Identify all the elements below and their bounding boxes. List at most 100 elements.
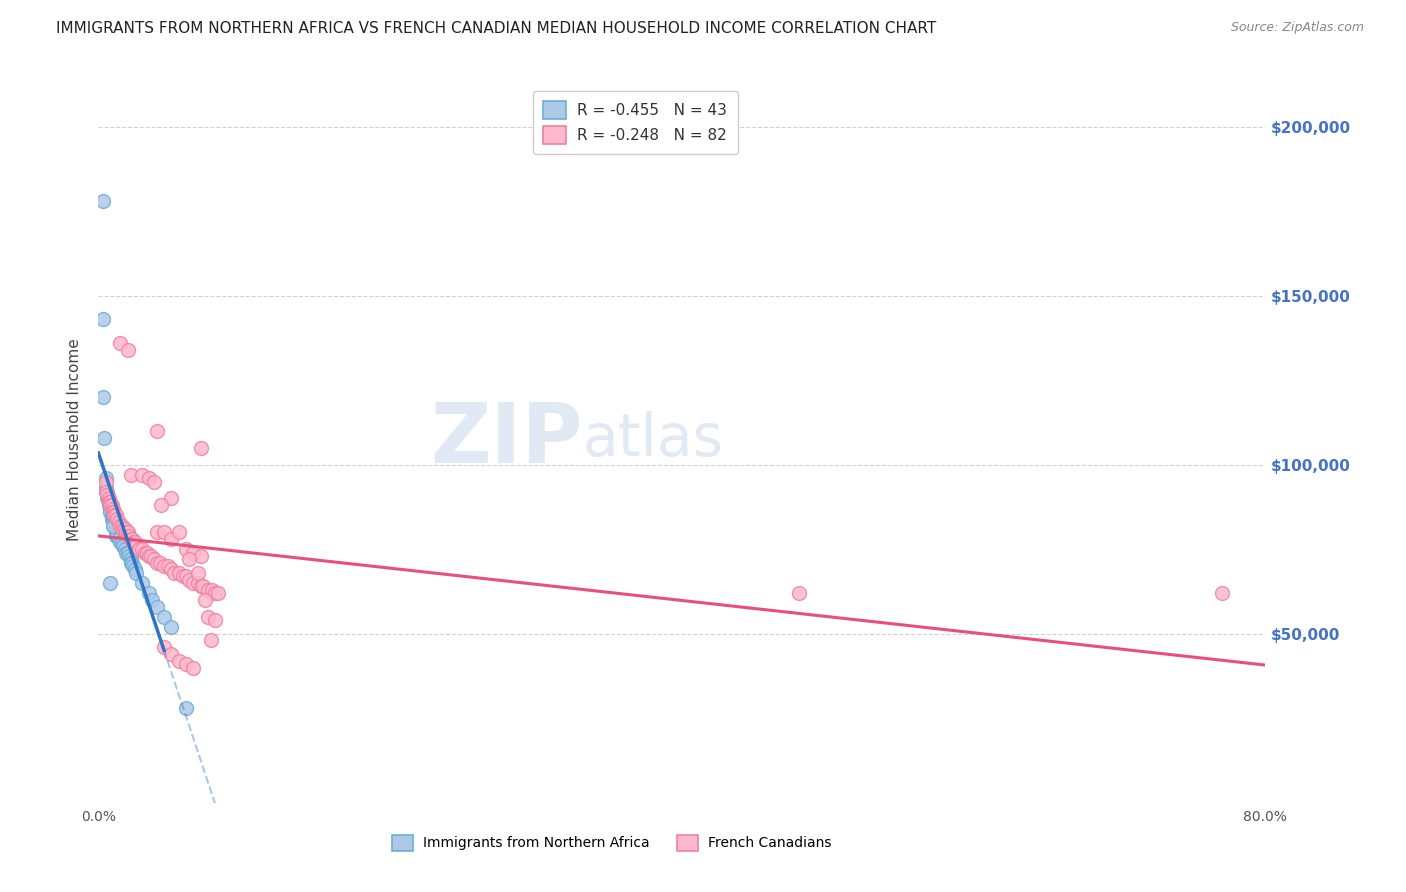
Point bbox=[122, 535, 145, 549]
Point bbox=[104, 508, 127, 523]
Point bbox=[138, 471, 160, 485]
Point bbox=[190, 549, 212, 563]
Point bbox=[94, 475, 117, 489]
Point bbox=[117, 343, 139, 357]
Point bbox=[118, 529, 141, 543]
Point bbox=[114, 522, 136, 536]
Point bbox=[200, 633, 222, 648]
Point bbox=[134, 545, 156, 559]
Point bbox=[1211, 586, 1233, 600]
Point bbox=[98, 505, 121, 519]
Point bbox=[97, 495, 120, 509]
Point bbox=[91, 390, 114, 404]
Point bbox=[104, 529, 127, 543]
Point bbox=[146, 599, 169, 614]
Point bbox=[100, 498, 122, 512]
Point bbox=[160, 532, 183, 546]
Point bbox=[110, 535, 132, 549]
Point bbox=[96, 491, 118, 506]
Point bbox=[121, 556, 143, 570]
Point bbox=[111, 518, 134, 533]
Text: ZIP: ZIP bbox=[430, 399, 582, 480]
Point bbox=[131, 467, 153, 482]
Point bbox=[163, 566, 186, 580]
Point bbox=[187, 576, 209, 591]
Point bbox=[98, 501, 121, 516]
Point bbox=[201, 582, 224, 597]
Point bbox=[174, 657, 197, 672]
Text: Source: ZipAtlas.com: Source: ZipAtlas.com bbox=[1230, 21, 1364, 34]
Point bbox=[120, 467, 142, 482]
Point bbox=[97, 491, 120, 506]
Point bbox=[98, 495, 121, 509]
Y-axis label: Median Household Income: Median Household Income bbox=[67, 338, 83, 541]
Point bbox=[93, 431, 115, 445]
Point bbox=[174, 569, 197, 583]
Point bbox=[190, 441, 212, 455]
Point bbox=[197, 582, 219, 597]
Point bbox=[103, 505, 125, 519]
Point bbox=[108, 515, 131, 529]
Point bbox=[112, 539, 135, 553]
Point bbox=[101, 518, 124, 533]
Point bbox=[101, 512, 124, 526]
Point bbox=[167, 654, 190, 668]
Point bbox=[98, 498, 121, 512]
Point bbox=[131, 576, 153, 591]
Point bbox=[110, 518, 132, 533]
Point bbox=[141, 593, 163, 607]
Point bbox=[120, 556, 142, 570]
Point bbox=[115, 545, 138, 559]
Point bbox=[153, 559, 176, 574]
Text: atlas: atlas bbox=[582, 411, 724, 467]
Point bbox=[174, 701, 197, 715]
Point bbox=[193, 579, 215, 593]
Point bbox=[91, 312, 114, 326]
Point bbox=[150, 498, 173, 512]
Point bbox=[100, 508, 122, 523]
Point bbox=[187, 566, 209, 580]
Point bbox=[120, 552, 142, 566]
Point bbox=[160, 491, 183, 506]
Point bbox=[124, 535, 146, 549]
Point bbox=[96, 484, 118, 499]
Point bbox=[177, 573, 200, 587]
Point bbox=[207, 586, 229, 600]
Point bbox=[160, 620, 183, 634]
Point bbox=[112, 522, 135, 536]
Point bbox=[117, 525, 139, 540]
Point bbox=[181, 660, 204, 674]
Point bbox=[142, 552, 165, 566]
Point bbox=[115, 525, 138, 540]
Point bbox=[121, 532, 143, 546]
Point bbox=[111, 535, 134, 549]
Point bbox=[153, 610, 176, 624]
Point bbox=[128, 542, 150, 557]
Point bbox=[117, 545, 139, 559]
Point bbox=[131, 542, 153, 557]
Legend: Immigrants from Northern Africa, French Canadians: Immigrants from Northern Africa, French … bbox=[385, 828, 838, 857]
Point bbox=[167, 566, 190, 580]
Point bbox=[167, 525, 190, 540]
Point bbox=[787, 586, 810, 600]
Point bbox=[114, 542, 136, 557]
Point bbox=[108, 532, 131, 546]
Point bbox=[138, 549, 160, 563]
Point bbox=[153, 525, 176, 540]
Point bbox=[139, 549, 162, 563]
Point bbox=[105, 529, 128, 543]
Point bbox=[142, 475, 165, 489]
Point bbox=[174, 542, 197, 557]
Point bbox=[101, 501, 124, 516]
Point bbox=[190, 579, 212, 593]
Point bbox=[122, 559, 145, 574]
Point bbox=[146, 525, 169, 540]
Point bbox=[103, 508, 125, 523]
Point bbox=[204, 586, 226, 600]
Point bbox=[125, 539, 148, 553]
Point bbox=[101, 515, 124, 529]
Point bbox=[146, 424, 169, 438]
Point bbox=[149, 556, 172, 570]
Point bbox=[138, 586, 160, 600]
Point bbox=[125, 566, 148, 580]
